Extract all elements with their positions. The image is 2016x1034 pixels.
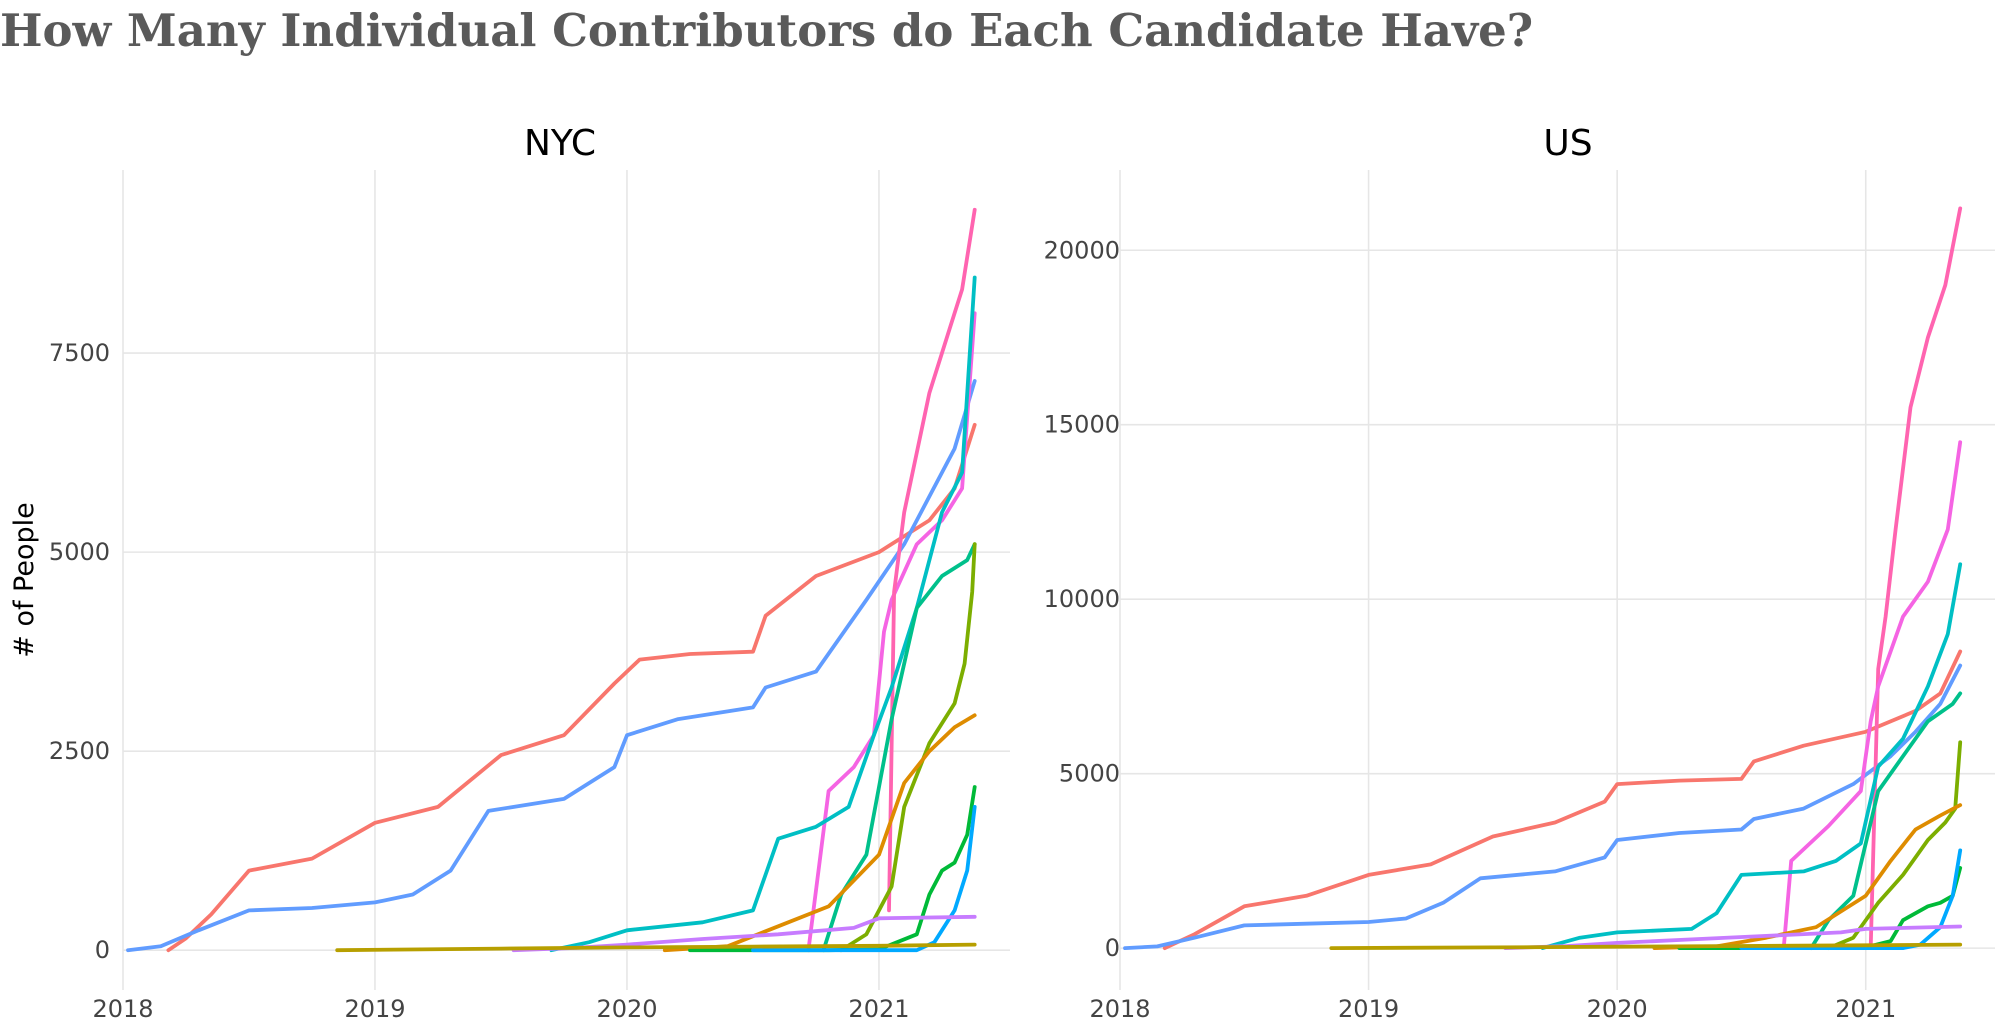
us-ytick-label: 15000 <box>1044 411 1120 439</box>
us-ytick-label: 10000 <box>1044 585 1120 613</box>
nyc-ytick-label: 7500 <box>49 339 110 367</box>
us-xtick-label: 2019 <box>1338 995 1399 1023</box>
nyc-ytick-label: 5000 <box>49 538 110 566</box>
nyc-ytick-label: 0 <box>95 936 110 964</box>
nyc-xtick-label: 2019 <box>344 995 405 1023</box>
page-title: How Many Individual Contributors do Each… <box>0 4 1534 57</box>
us-ytick-label: 5000 <box>1059 760 1120 788</box>
nyc-panel-title: NYC <box>524 123 596 164</box>
us-xtick-label: 2018 <box>1089 995 1150 1023</box>
us-panel-title: US <box>1543 123 1592 164</box>
us-series-line-5 <box>1540 562 1963 950</box>
us-ytick-label: 20000 <box>1044 236 1120 264</box>
nyc-series-line-10 <box>751 805 977 953</box>
nyc-series-line-12 <box>335 942 977 953</box>
nyc-y-axis-title: # of People <box>9 502 40 658</box>
nyc-series-line-5 <box>549 275 977 953</box>
nyc-xtick-label: 2018 <box>92 995 153 1023</box>
us-series-line-1 <box>1162 649 1963 950</box>
us-ytick-label: 0 <box>1105 934 1120 962</box>
nyc-xtick-label: 2021 <box>848 995 909 1023</box>
us-xtick-label: 2020 <box>1587 995 1648 1023</box>
nyc-series-line-2 <box>126 379 977 953</box>
us-series-line-12 <box>1329 942 1963 950</box>
us-series-line-8 <box>1652 803 1963 950</box>
us-series-line-10 <box>1739 848 1963 950</box>
nyc-series-line-1 <box>166 422 977 953</box>
nyc-xtick-label: 2020 <box>596 995 657 1023</box>
us-series-line-4 <box>1781 440 1963 950</box>
us-xtick-label: 2021 <box>1835 995 1896 1023</box>
nyc-series-line-4 <box>887 207 977 913</box>
us-series-line-3 <box>1868 206 1963 950</box>
nyc-ytick-label: 2500 <box>49 737 110 765</box>
nyc-series-line-8 <box>662 713 977 953</box>
nyc-series-line-3 <box>806 311 977 953</box>
